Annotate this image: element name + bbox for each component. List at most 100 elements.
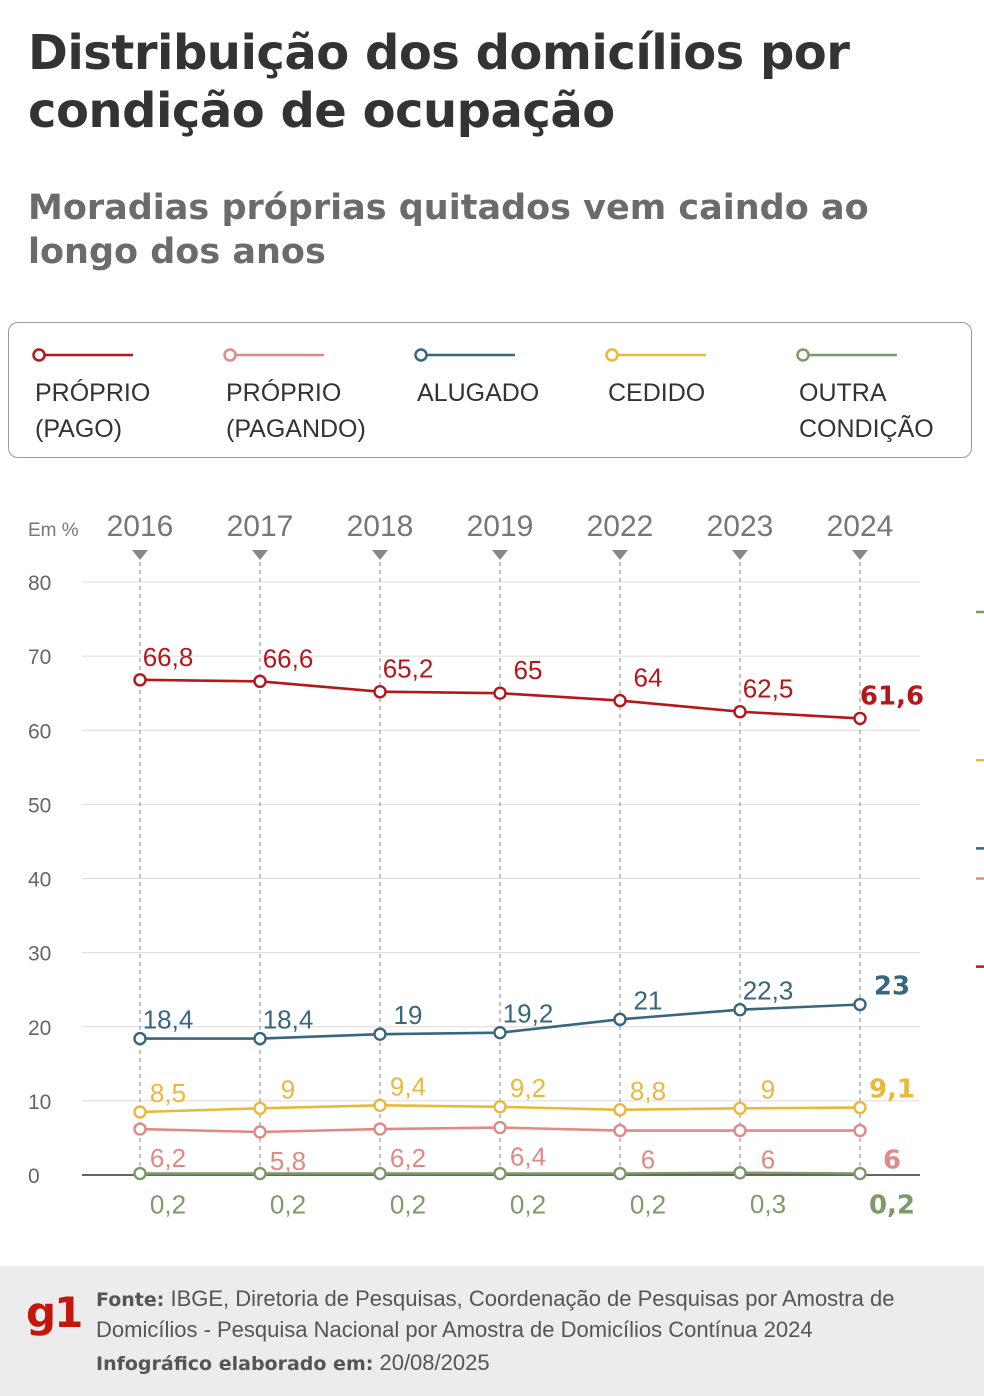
data-label: 66,8 [143,642,194,672]
data-point [733,1101,747,1115]
chart-title: Distribuição dos domicílios por condição… [28,25,850,139]
legend-circle [32,348,46,362]
data-point [613,693,627,708]
data-label: 0,2 [630,1190,666,1220]
data-point [373,1122,387,1136]
x-tick-label: 2018 [347,510,414,543]
data-label: 19 [394,1000,423,1030]
data-label: 21 [634,985,663,1015]
data-label: 5,8 [270,1146,306,1176]
legend-marker-icon [796,348,897,362]
data-point [853,997,867,1012]
data-point [493,1120,507,1135]
data-point [253,1101,267,1115]
data-point [133,673,147,687]
made-label: Infográfico elaborado em: [96,1353,374,1375]
legend-item-proprio-pago: PRÓPRIO (PAGO) [9,323,189,457]
data-point [853,1123,867,1138]
data-label: 0,2 [510,1190,546,1220]
data-point [733,1166,747,1180]
triangle-marker-icon [132,550,148,560]
x-tick-label: 2016 [107,510,174,543]
made-note: Infográfico elaborado em: 20/08/2025 [96,1350,956,1376]
data-label: 9,1 [869,1075,915,1105]
data-point [853,1166,867,1181]
data-label: 8,5 [150,1078,186,1108]
legend-item-outra-condicao: OUTRA CONDIÇÃO [773,323,953,457]
legend-label: CEDIDO [608,379,706,407]
y-tick-label: 0 [28,1165,40,1188]
data-point [493,1100,507,1114]
legend-marker-icon [414,348,515,362]
legend-marker-icon [605,348,706,362]
triangle-marker-icon [372,550,388,560]
data-label: 8,8 [630,1076,666,1106]
data-label: 23 [874,972,910,1002]
data-point [373,1098,387,1113]
legend-circle [223,348,237,362]
data-label: 0,3 [750,1189,786,1219]
triangle-marker-icon [492,550,508,560]
made-date: 20/08/2025 [379,1350,490,1375]
data-point [613,1103,627,1117]
data-label: 65,2 [383,654,434,684]
data-point [253,674,267,689]
legend: PRÓPRIO (PAGO) PRÓPRIO (PAGANDO) ALUGADO… [8,322,972,458]
triangle-marker-icon [252,550,268,560]
y-tick-label: 70 [28,646,51,669]
g1-logo: g1 [26,1288,83,1337]
data-label: 9 [761,1074,775,1104]
data-point [493,1025,507,1040]
data-point [733,1003,747,1017]
data-label: 18,4 [143,1005,194,1035]
y-tick-label: 20 [28,1017,51,1040]
y-tick-label: 10 [28,1091,51,1114]
data-label: 6,2 [390,1143,426,1173]
legend-item-proprio-pagando: PRÓPRIO (PAGANDO) [200,323,380,457]
data-label: 64 [634,663,663,693]
data-label: 0,2 [390,1190,426,1220]
legend-marker-icon [223,348,324,362]
data-label: 6 [883,1146,901,1176]
source-text: IBGE, Diretoria de Pesquisas, Coordenaçã… [96,1286,895,1342]
data-point [493,1166,507,1181]
data-point [253,1031,267,1046]
x-tick-label: 2024 [827,510,894,543]
data-label: 9,2 [510,1073,546,1103]
data-label: 66,6 [263,643,314,673]
data-label: 19,2 [503,999,554,1029]
data-label: 6,2 [150,1143,186,1173]
y-tick-label: 50 [28,794,51,817]
data-label: 9,4 [390,1071,426,1101]
data-point [853,711,867,726]
triangle-marker-icon [612,550,628,560]
triangle-marker-icon [852,550,868,560]
line-chart: Em % 0 10 20 30 40 50 60 70 80 2016 2017 2018 2019 202… [28,510,984,1221]
data-label: 61,6 [860,681,924,711]
y-tick-label: 60 [28,720,51,743]
x-tick-label: 2022 [587,510,654,543]
data-label: 6,4 [510,1142,546,1172]
data-point [253,1166,267,1181]
data-point [133,1166,147,1181]
x-tick-label: 2019 [467,510,534,543]
legend-label: OUTRA CONDIÇÃO [799,379,934,443]
legend-item-cedido: CEDIDO [582,323,762,457]
data-label: 0,2 [869,1191,915,1221]
legend-label: ALUGADO [417,379,540,407]
data-point [133,1105,147,1119]
y-tick-label: 30 [28,943,51,966]
chart-subtitle: Moradias próprias quitados vem caindo ao… [28,188,869,272]
data-point [133,1122,147,1136]
data-label: 22,3 [743,976,794,1006]
legend-label: PRÓPRIO (PAGANDO) [226,379,366,443]
data-label: 6 [641,1145,655,1175]
y-tick-label: 80 [28,572,51,595]
data-point [373,1166,387,1181]
data-label: 62,5 [743,674,794,704]
data-label: 18,4 [263,1005,314,1035]
legend-item-alugado: ALUGADO [391,323,571,457]
source-label: Fonte: [96,1289,165,1311]
data-label: 6 [761,1145,775,1175]
data-point [613,1166,627,1181]
